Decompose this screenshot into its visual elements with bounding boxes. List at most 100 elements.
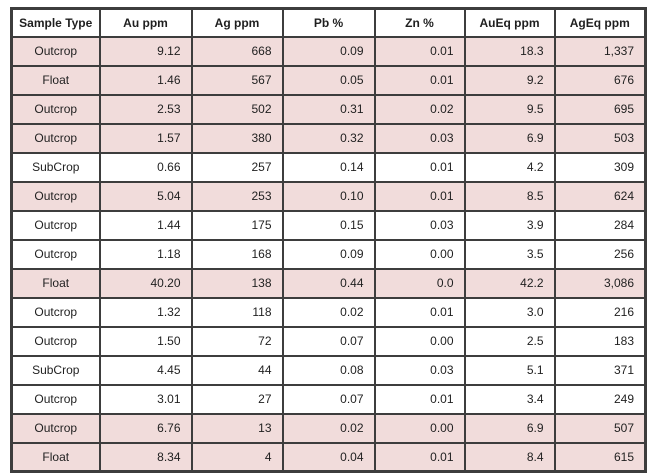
table-row: Outcrop 3.01 27 0.07 0.01 3.4 249 <box>10 383 647 415</box>
value-cell: 0.66 <box>98 151 193 183</box>
value-cell: 0.44 <box>281 267 376 299</box>
value-cell: 615 <box>553 441 647 473</box>
value-cell: 4.45 <box>98 354 193 386</box>
value-cell: 0.00 <box>373 238 466 270</box>
table-row: Outcrop 9.12 668 0.09 0.01 18.3 1,337 <box>10 35 647 67</box>
value-cell: 4.2 <box>463 151 556 183</box>
value-cell: 168 <box>190 238 284 270</box>
table-row: Outcrop 1.32 118 0.02 0.01 3.0 216 <box>10 296 647 328</box>
value-cell: 0.02 <box>281 296 376 328</box>
value-cell: 0.03 <box>373 122 466 154</box>
column-header: AgEq ppm <box>553 7 647 38</box>
sample-type-cell: SubCrop <box>10 354 101 386</box>
value-cell: 0.05 <box>281 64 376 96</box>
sample-type-cell: Float <box>10 441 101 473</box>
value-cell: 40.20 <box>98 267 193 299</box>
value-cell: 216 <box>553 296 647 328</box>
value-cell: 0.10 <box>281 180 376 212</box>
value-cell: 0.32 <box>281 122 376 154</box>
sample-type-cell: Outcrop <box>10 238 101 270</box>
table-row: SubCrop 0.66 257 0.14 0.01 4.2 309 <box>10 151 647 183</box>
value-cell: 9.5 <box>463 93 556 125</box>
value-cell: 6.76 <box>98 412 193 444</box>
value-cell: 27 <box>190 383 284 415</box>
value-cell: 624 <box>553 180 647 212</box>
value-cell: 138 <box>190 267 284 299</box>
sample-type-cell: Outcrop <box>10 383 101 415</box>
value-cell: 0.00 <box>373 325 466 357</box>
value-cell: 668 <box>190 35 284 67</box>
value-cell: 503 <box>553 122 647 154</box>
value-cell: 0.01 <box>373 64 466 96</box>
value-cell: 0.15 <box>281 209 376 241</box>
table-row: Outcrop 1.57 380 0.32 0.03 6.9 503 <box>10 122 647 154</box>
value-cell: 284 <box>553 209 647 241</box>
value-cell: 1.32 <box>98 296 193 328</box>
value-cell: 380 <box>190 122 284 154</box>
value-cell: 249 <box>553 383 647 415</box>
table-row: Outcrop 2.53 502 0.31 0.02 9.5 695 <box>10 93 647 125</box>
table-row: Outcrop 6.76 13 0.02 0.00 6.9 507 <box>10 412 647 444</box>
value-cell: 118 <box>190 296 284 328</box>
value-cell: 8.4 <box>463 441 556 473</box>
sample-type-cell: SubCrop <box>10 151 101 183</box>
value-cell: 6.9 <box>463 122 556 154</box>
value-cell: 5.1 <box>463 354 556 386</box>
value-cell: 676 <box>553 64 647 96</box>
value-cell: 0.14 <box>281 151 376 183</box>
value-cell: 0.09 <box>281 35 376 67</box>
table-header-row: Sample Type Au ppm Ag ppm Pb % Zn % AuEq ppm A… <box>10 7 647 38</box>
sample-type-cell: Outcrop <box>10 93 101 125</box>
value-cell: 371 <box>553 354 647 386</box>
value-cell: 567 <box>190 64 284 96</box>
value-cell: 1,337 <box>553 35 647 67</box>
table-row: Outcrop 1.44 175 0.15 0.03 3.9 284 <box>10 209 647 241</box>
value-cell: 1.57 <box>98 122 193 154</box>
sample-type-cell: Outcrop <box>10 209 101 241</box>
value-cell: 42.2 <box>463 267 556 299</box>
value-cell: 2.5 <box>463 325 556 357</box>
value-cell: 0.07 <box>281 325 376 357</box>
table-row: Outcrop 5.04 253 0.10 0.01 8.5 624 <box>10 180 647 212</box>
value-cell: 0.01 <box>373 441 466 473</box>
sample-type-cell: Float <box>10 64 101 96</box>
table-row: Float 1.46 567 0.05 0.01 9.2 676 <box>10 64 647 96</box>
value-cell: 1.18 <box>98 238 193 270</box>
table-header: Sample Type Au ppm Ag ppm Pb % Zn % AuEq ppm A… <box>10 7 647 38</box>
value-cell: 0.01 <box>373 383 466 415</box>
sample-type-cell: Outcrop <box>10 412 101 444</box>
value-cell: 309 <box>553 151 647 183</box>
value-cell: 9.2 <box>463 64 556 96</box>
value-cell: 507 <box>553 412 647 444</box>
value-cell: 695 <box>553 93 647 125</box>
value-cell: 0.01 <box>373 296 466 328</box>
value-cell: 0.02 <box>373 93 466 125</box>
value-cell: 8.5 <box>463 180 556 212</box>
value-cell: 3,086 <box>553 267 647 299</box>
column-header: AuEq ppm <box>463 7 556 38</box>
value-cell: 3.0 <box>463 296 556 328</box>
value-cell: 13 <box>190 412 284 444</box>
value-cell: 0.01 <box>373 35 466 67</box>
value-cell: 0.03 <box>373 209 466 241</box>
value-cell: 0.03 <box>373 354 466 386</box>
value-cell: 0.09 <box>281 238 376 270</box>
table-row: SubCrop 4.45 44 0.08 0.03 5.1 371 <box>10 354 647 386</box>
column-header: Sample Type <box>10 7 101 38</box>
value-cell: 4 <box>190 441 284 473</box>
value-cell: 175 <box>190 209 284 241</box>
assay-results-table: Sample Type Au ppm Ag ppm Pb % Zn % AuEq ppm A… <box>10 7 647 473</box>
value-cell: 0.31 <box>281 93 376 125</box>
value-cell: 1.44 <box>98 209 193 241</box>
value-cell: 0.01 <box>373 180 466 212</box>
value-cell: 256 <box>553 238 647 270</box>
column-header: Zn % <box>373 7 466 38</box>
value-cell: 183 <box>553 325 647 357</box>
sample-type-cell: Outcrop <box>10 325 101 357</box>
table-row: Float 8.34 4 0.04 0.01 8.4 615 <box>10 441 647 473</box>
sample-type-cell: Outcrop <box>10 122 101 154</box>
value-cell: 3.4 <box>463 383 556 415</box>
value-cell: 502 <box>190 93 284 125</box>
value-cell: 0.04 <box>281 441 376 473</box>
value-cell: 253 <box>190 180 284 212</box>
